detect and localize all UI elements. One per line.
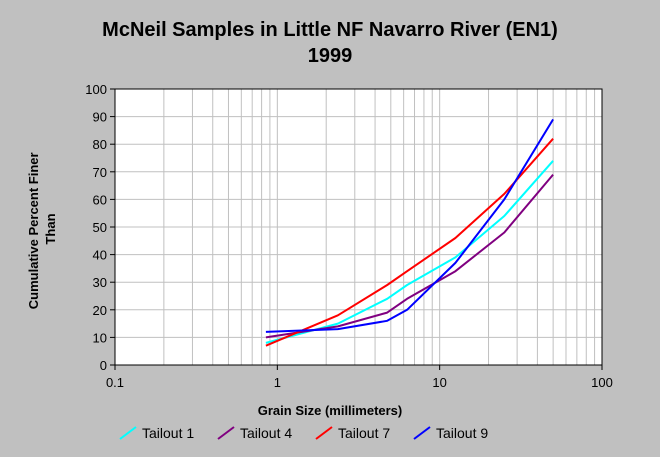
legend-label-tailout-7: Tailout 7	[338, 425, 390, 441]
legend: Tailout 1 Tailout 4 Tailout 7 Tailout 9	[119, 425, 488, 441]
y-tick-label: 50	[93, 220, 107, 235]
x-axis-title: Grain Size (millimeters)	[258, 403, 403, 418]
x-tick-label: 10	[432, 375, 446, 390]
chart-title: McNeil Samples in Little NF Navarro Rive…	[102, 19, 558, 41]
y-tick-label: 10	[93, 330, 107, 345]
x-tick-label: 0.1	[106, 375, 124, 390]
x-tick-label: 1	[274, 375, 281, 390]
y-tick-label: 30	[93, 275, 107, 290]
legend-label-tailout-9: Tailout 9	[436, 425, 488, 441]
series-line-tailout-4	[265, 173, 554, 339]
legend-swatch-tailout-1	[119, 426, 137, 440]
chart-subtitle: 1999	[308, 45, 353, 67]
y-tick-label: 80	[93, 137, 107, 152]
series-line-tailout-7	[265, 138, 554, 347]
y-tick-label: 20	[93, 303, 107, 318]
y-tick-label: 100	[85, 82, 107, 97]
y-tick-label: 60	[93, 192, 107, 207]
y-tick-label: 0	[100, 358, 107, 373]
series-line-tailout-1	[265, 160, 554, 344]
y-axis-title-line-2: Than	[43, 213, 58, 244]
y-tick-label: 40	[93, 248, 107, 263]
legend-label-tailout-1: Tailout 1	[142, 425, 194, 441]
y-tick-label: 70	[93, 165, 107, 180]
x-tick-label: 100	[591, 375, 613, 390]
y-axis-title-line-1: Cumulative Percent Finer	[26, 152, 41, 309]
legend-swatch-tailout-7	[315, 426, 333, 440]
y-axis-title: Cumulative Percent Finer Than	[26, 149, 58, 309]
y-tick-label: 90	[93, 110, 107, 125]
legend-swatch-tailout-4	[217, 426, 235, 440]
series-line-tailout-9	[265, 118, 554, 333]
plot-area: 0 10 20 30 40 50 60 70 80 90 100 0.1 1 10 100	[85, 82, 613, 390]
legend-label-tailout-4: Tailout 4	[240, 425, 292, 441]
legend-swatch-tailout-9	[413, 426, 431, 440]
